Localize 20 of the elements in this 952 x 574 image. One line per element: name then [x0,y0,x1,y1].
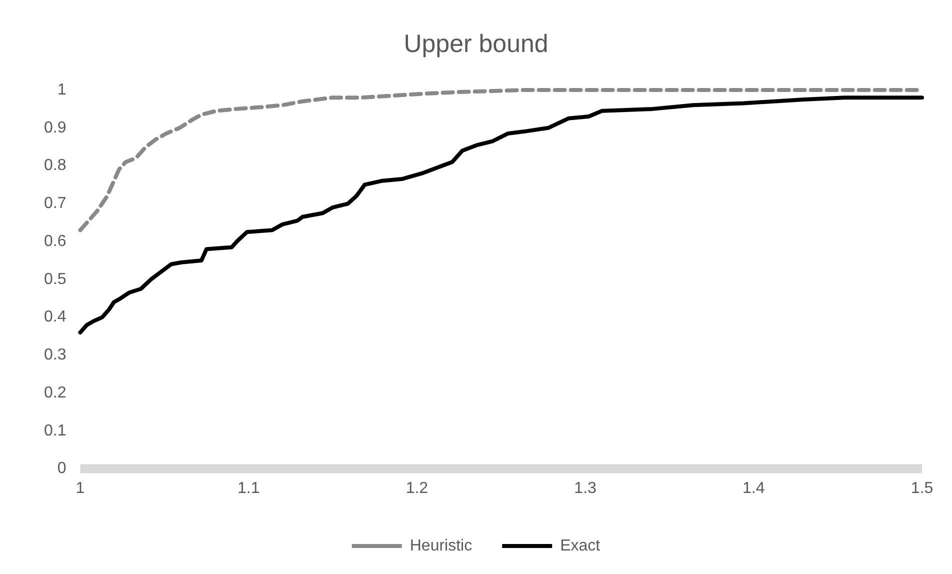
y-tick-label: 0.7 [44,195,66,212]
x-tick-label: 1.4 [742,480,765,497]
y-tick-label: 0.3 [44,346,66,364]
y-tick-label: 0.6 [44,232,66,250]
y-tick-label: 0 [57,460,66,478]
x-tick-label: 1.2 [406,480,428,497]
y-tick-label: 1 [57,81,66,98]
x-tick-label: 1.3 [574,480,597,497]
y-tick-label: 0.1 [44,422,66,440]
legend-label: Heuristic [410,537,472,554]
x-tick-label: 1 [76,480,85,497]
y-tick-label: 0.9 [44,119,66,136]
chart-title: Upper bound [404,30,548,58]
y-tick-label: 0.4 [44,308,66,326]
legend-label: Exact [560,537,601,554]
x-tick-label: 1.1 [237,480,260,497]
y-tick-label: 0.5 [44,270,66,288]
y-tick-label: 0.8 [44,157,66,174]
x-tick-label: 1.5 [910,480,934,497]
y-tick-label: 0.2 [44,384,66,402]
